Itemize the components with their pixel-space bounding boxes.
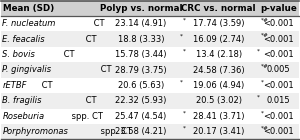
Text: CT: CT xyxy=(83,35,97,44)
Text: <0.001: <0.001 xyxy=(263,50,294,59)
Text: 0.015: 0.015 xyxy=(267,96,290,105)
Text: Mean (SD): Mean (SD) xyxy=(3,4,54,13)
Text: <0.001: <0.001 xyxy=(263,19,294,28)
Text: Roseburia: Roseburia xyxy=(2,112,45,121)
Bar xyxy=(180,62,257,78)
Bar xyxy=(102,78,180,93)
Text: 17.74 (3.59): 17.74 (3.59) xyxy=(193,19,244,28)
Text: *: * xyxy=(183,126,186,131)
Text: 13.4 (2.18): 13.4 (2.18) xyxy=(196,50,242,59)
Text: 19.06 (4.94): 19.06 (4.94) xyxy=(193,81,244,90)
Bar xyxy=(102,108,180,124)
Bar xyxy=(257,16,299,32)
Text: spp. CT: spp. CT xyxy=(69,112,103,121)
Bar xyxy=(102,1,180,16)
Text: F. nucleatum: F. nucleatum xyxy=(2,19,56,28)
Bar xyxy=(180,32,257,47)
Text: *: * xyxy=(261,110,264,115)
Bar xyxy=(180,47,257,62)
Bar xyxy=(102,62,180,78)
Text: CRC vs. normal: CRC vs. normal xyxy=(182,4,256,13)
Bar xyxy=(102,124,180,139)
Text: B. fragilis: B. fragilis xyxy=(2,96,42,105)
Bar xyxy=(1,1,102,16)
Bar xyxy=(257,93,299,108)
Text: *: * xyxy=(261,80,264,85)
Bar xyxy=(1,124,102,139)
Text: <0.001: <0.001 xyxy=(263,127,294,136)
Text: 20.6 (5.63): 20.6 (5.63) xyxy=(118,81,164,90)
Text: *: * xyxy=(180,33,183,38)
Bar xyxy=(102,47,180,62)
Bar xyxy=(180,1,257,16)
Bar xyxy=(1,108,102,124)
Text: 16.09 (2.74): 16.09 (2.74) xyxy=(193,35,244,44)
Text: *#: *# xyxy=(261,64,268,69)
Text: 20.5 (3.02): 20.5 (3.02) xyxy=(196,96,242,105)
Bar xyxy=(257,78,299,93)
Bar xyxy=(102,16,180,32)
Text: 20.17 (3.41): 20.17 (3.41) xyxy=(193,127,244,136)
Bar xyxy=(1,93,102,108)
Text: 25.47 (4.54): 25.47 (4.54) xyxy=(116,112,167,121)
Bar xyxy=(180,108,257,124)
Text: *: * xyxy=(257,95,260,100)
Text: Polyp vs. normal: Polyp vs. normal xyxy=(100,4,182,13)
Text: CT: CT xyxy=(98,66,112,74)
Text: CT: CT xyxy=(61,50,75,59)
Text: P. gingivalis: P. gingivalis xyxy=(2,66,52,74)
Bar xyxy=(180,78,257,93)
Text: 22.32 (5.93): 22.32 (5.93) xyxy=(116,96,167,105)
Text: 0.005: 0.005 xyxy=(267,66,290,74)
Text: 15.78 (3.44): 15.78 (3.44) xyxy=(115,50,167,59)
Bar xyxy=(257,32,299,47)
Bar xyxy=(1,32,102,47)
Text: 18.8 (3.33): 18.8 (3.33) xyxy=(118,35,164,44)
Bar xyxy=(1,47,102,62)
Text: *: * xyxy=(180,80,183,85)
Bar xyxy=(102,93,180,108)
Bar xyxy=(1,62,102,78)
Text: 28.79 (3.75): 28.79 (3.75) xyxy=(115,66,167,74)
Text: CT: CT xyxy=(83,96,97,105)
Bar xyxy=(180,124,257,139)
Bar xyxy=(257,108,299,124)
Text: <0.001: <0.001 xyxy=(263,81,294,90)
Bar xyxy=(102,32,180,47)
Text: <0.001: <0.001 xyxy=(263,35,294,44)
Text: rETBF: rETBF xyxy=(2,81,27,90)
Bar xyxy=(1,78,102,93)
Text: 23.14 (4.91): 23.14 (4.91) xyxy=(116,19,167,28)
Text: CT: CT xyxy=(91,19,104,28)
Text: CT: CT xyxy=(39,81,53,90)
Text: *#: *# xyxy=(261,18,268,23)
Text: *#: *# xyxy=(261,33,268,38)
Text: spp. CT: spp. CT xyxy=(98,127,132,136)
Text: *: * xyxy=(183,110,186,115)
Bar xyxy=(257,124,299,139)
Text: 23.58 (4.21): 23.58 (4.21) xyxy=(116,127,167,136)
Bar xyxy=(180,93,257,108)
Text: *: * xyxy=(183,18,186,23)
Bar xyxy=(257,62,299,78)
Text: <0.001: <0.001 xyxy=(263,112,294,121)
Text: 24.58 (7.36): 24.58 (7.36) xyxy=(193,66,244,74)
Text: Porphyromonas: Porphyromonas xyxy=(2,127,68,136)
Text: *#: *# xyxy=(261,126,268,131)
Bar xyxy=(257,1,299,16)
Text: S. bovis: S. bovis xyxy=(2,50,35,59)
Bar xyxy=(1,16,102,32)
Bar xyxy=(257,47,299,62)
Text: E. feacalis: E. feacalis xyxy=(2,35,45,44)
Text: *: * xyxy=(183,49,186,54)
Text: 28.41 (3.71): 28.41 (3.71) xyxy=(193,112,244,121)
Text: p-value: p-value xyxy=(260,4,297,13)
Text: *: * xyxy=(257,49,260,54)
Bar xyxy=(180,16,257,32)
